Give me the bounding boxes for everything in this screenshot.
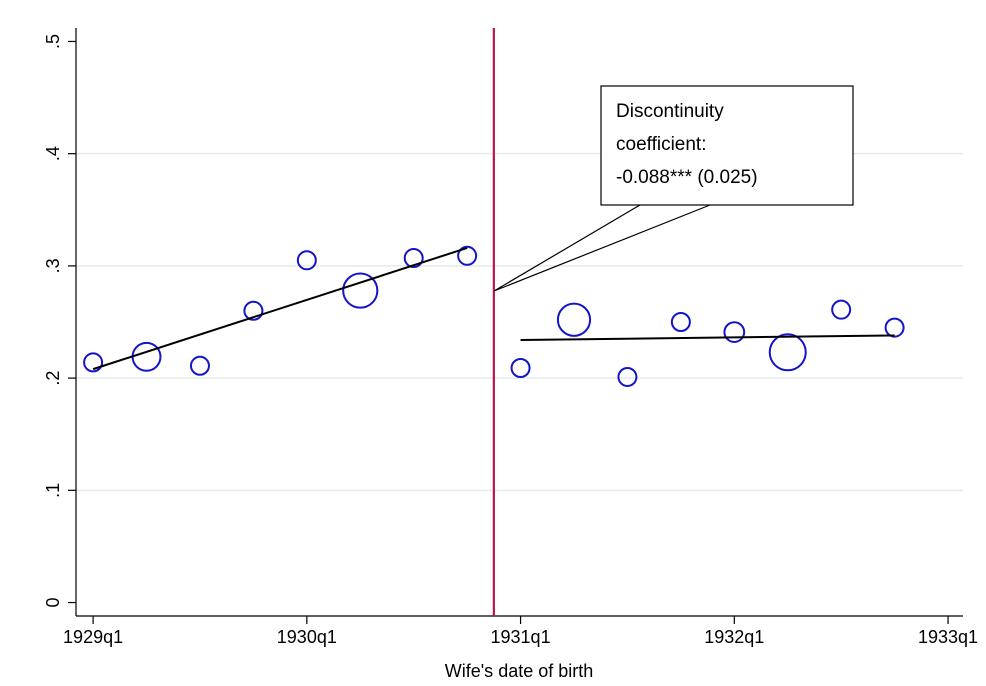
bubble — [510, 358, 531, 379]
bubble — [831, 299, 852, 320]
x-tick-label: 1932q1 — [704, 627, 764, 647]
x-axis-title: Wife's date of birth — [445, 661, 594, 681]
bubble — [768, 333, 807, 372]
bubble — [342, 272, 379, 309]
fit-line — [92, 246, 468, 371]
callout-pointer — [493, 204, 711, 292]
bubble — [243, 300, 264, 321]
y-tick-label: .5 — [43, 34, 63, 49]
annotation-text: Discontinuity — [616, 101, 724, 122]
bubble — [556, 302, 592, 337]
bubble — [884, 317, 905, 338]
bubble — [670, 312, 691, 332]
annotation-text: -0.088*** (0.025) — [616, 167, 758, 188]
annotation-text: coefficient: — [616, 134, 706, 155]
bubble — [83, 352, 104, 373]
x-tick-label: 1931q1 — [491, 627, 551, 647]
bubble — [189, 355, 210, 376]
y-tick-label: 0 — [43, 598, 63, 608]
bubble — [723, 321, 746, 343]
y-tick-label: .4 — [43, 146, 63, 161]
y-tick-label: .2 — [43, 371, 63, 386]
x-tick-label: 1933q1 — [918, 627, 978, 647]
bubble — [403, 248, 424, 269]
bubble — [457, 245, 478, 266]
x-tick-label: 1929q1 — [63, 627, 123, 647]
y-tick-label: .1 — [43, 483, 63, 498]
bubble — [617, 366, 638, 387]
fit-line — [520, 334, 895, 341]
y-tick-label: .3 — [43, 258, 63, 273]
x-tick-label: 1930q1 — [277, 627, 337, 647]
annotation-box — [600, 85, 854, 206]
bubble — [296, 250, 317, 271]
